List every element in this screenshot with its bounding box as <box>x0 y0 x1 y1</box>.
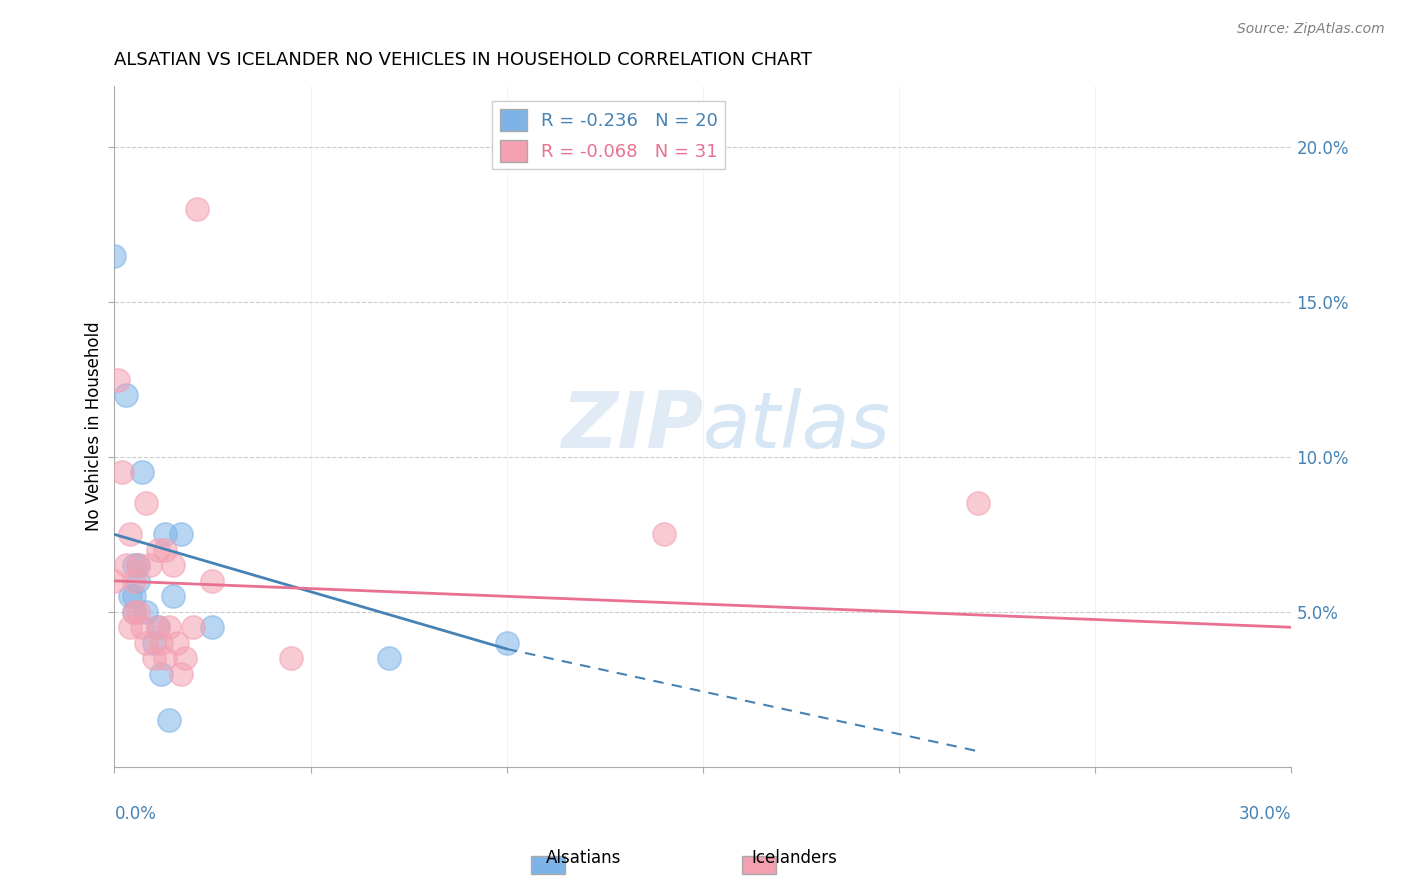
Point <box>146 542 169 557</box>
Point <box>122 605 145 619</box>
Point <box>280 651 302 665</box>
Point <box>122 605 145 619</box>
Point <box>131 466 153 480</box>
Point <box>122 558 145 573</box>
Point <box>155 651 177 665</box>
Point <box>146 620 169 634</box>
Point <box>120 590 142 604</box>
Text: 0.0%: 0.0% <box>114 805 156 823</box>
Point <box>138 558 160 573</box>
Point <box>201 620 224 634</box>
Point <box>127 574 149 588</box>
Point <box>378 651 401 665</box>
Point <box>146 620 169 634</box>
Point <box>652 527 675 541</box>
Point <box>127 558 149 573</box>
Point <box>495 636 517 650</box>
Text: Source: ZipAtlas.com: Source: ZipAtlas.com <box>1237 22 1385 37</box>
Point <box>181 620 204 634</box>
Point <box>135 496 157 510</box>
Point <box>115 558 138 573</box>
Point <box>162 558 184 573</box>
Point <box>170 666 193 681</box>
Point <box>157 713 180 727</box>
Text: Icelanders: Icelanders <box>751 849 838 867</box>
Point <box>111 466 134 480</box>
Point <box>166 636 188 650</box>
Point <box>966 496 988 510</box>
Point <box>127 558 149 573</box>
Point <box>103 574 125 588</box>
Point <box>155 542 177 557</box>
Point <box>142 651 165 665</box>
Point <box>201 574 224 588</box>
Point <box>142 636 165 650</box>
Legend: R = -0.236   N = 20, R = -0.068   N = 31: R = -0.236 N = 20, R = -0.068 N = 31 <box>492 102 725 169</box>
Point <box>155 527 177 541</box>
Point <box>174 651 197 665</box>
Text: ZIP: ZIP <box>561 388 703 464</box>
Point <box>150 636 173 650</box>
Point <box>170 527 193 541</box>
Text: Alsatians: Alsatians <box>546 849 621 867</box>
Point <box>131 620 153 634</box>
Point <box>120 527 142 541</box>
Point <box>157 620 180 634</box>
Text: ALSATIAN VS ICELANDER NO VEHICLES IN HOUSEHOLD CORRELATION CHART: ALSATIAN VS ICELANDER NO VEHICLES IN HOU… <box>114 51 813 69</box>
Y-axis label: No Vehicles in Household: No Vehicles in Household <box>86 321 103 531</box>
Point <box>107 373 129 387</box>
Point <box>186 202 208 217</box>
Point <box>115 388 138 402</box>
Point <box>127 605 149 619</box>
Text: 30.0%: 30.0% <box>1239 805 1292 823</box>
Point <box>122 574 145 588</box>
Point <box>150 666 173 681</box>
Point <box>135 636 157 650</box>
Point <box>122 590 145 604</box>
Point <box>162 590 184 604</box>
Point <box>135 605 157 619</box>
Point <box>120 620 142 634</box>
Point <box>103 249 125 263</box>
Text: atlas: atlas <box>703 388 891 464</box>
